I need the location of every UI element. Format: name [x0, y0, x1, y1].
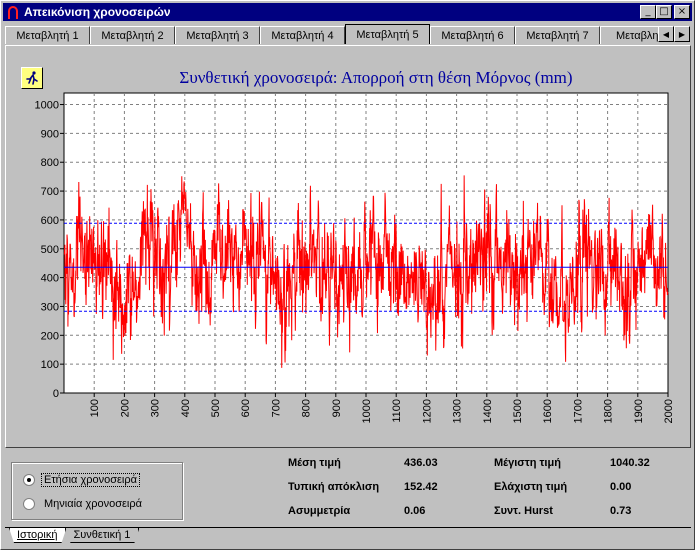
series-type-group	[11, 462, 183, 520]
tab-variable-5[interactable]: Μεταβλητή 5	[345, 24, 430, 44]
tab-variable-1[interactable]: Μεταβλητή 1	[5, 26, 90, 44]
min-label: Ελάχιστη τιμή	[494, 481, 568, 493]
sheet-tab-2[interactable]: Συνθετική 1	[65, 528, 139, 543]
mean-label: Μέση τιμή	[288, 457, 341, 469]
x-tick-label: 900	[331, 399, 343, 417]
tab-variable-3[interactable]: Μεταβλητή 3	[175, 26, 260, 44]
x-tick-label: 1500	[512, 399, 524, 423]
x-tick-label: 300	[150, 399, 162, 417]
skew-label: Ασυμμετρία	[288, 505, 351, 517]
max-label: Μέγιστη τιμή	[494, 457, 561, 469]
y-tick-label: 400	[41, 273, 59, 285]
tab-scroll-right-icon[interactable]: ▶	[674, 26, 690, 42]
series-line	[63, 175, 669, 368]
tab-variable-8[interactable]: Μεταβλητή	[600, 26, 661, 44]
sheet-tabs-divider	[5, 527, 691, 528]
y-tick-label: 200	[41, 330, 59, 342]
y-tick-label: 700	[41, 186, 59, 198]
x-tick-label: 600	[240, 399, 252, 417]
tab-variable-2[interactable]: Μεταβλητή 2	[90, 26, 175, 44]
x-tick-label: 500	[210, 399, 222, 417]
max-value: 1040.32	[610, 457, 650, 469]
min-value: 0.00	[610, 481, 632, 493]
x-tick-label: 1300	[452, 399, 464, 423]
y-tick-label: 300	[41, 301, 59, 313]
x-tick-label: 400	[180, 399, 192, 417]
x-tick-label: 1100	[391, 399, 403, 423]
x-tick-label: 1700	[572, 399, 584, 423]
skew-value: 0.06	[404, 505, 426, 517]
annual-radio-option[interactable]: Ετήσια χρονοσειρά	[23, 473, 140, 487]
x-tick-label: 1800	[603, 399, 615, 423]
hurst-value: 0.73	[610, 505, 632, 517]
variable-tabs: Μεταβλητή 1 Μεταβλητή 2 Μεταβλητή 3 Μεταβλη…	[5, 24, 661, 44]
tab-variable-6[interactable]: Μεταβλητή 6	[430, 26, 515, 44]
monthly-radio[interactable]	[23, 498, 35, 510]
hurst-label: Συντ. Hurst	[494, 505, 553, 517]
x-tick-label: 800	[301, 399, 313, 417]
y-tick-label: 500	[41, 244, 59, 256]
x-tick-label: 100	[89, 399, 101, 417]
x-tick-label: 200	[119, 399, 131, 417]
std-label: Τυπική απόκλιση	[288, 481, 380, 493]
timeseries-chart: Συνθετική χρονοσειρά: Απορροή στη θέση Μ…	[35, 68, 675, 423]
y-tick-label: 600	[41, 215, 59, 227]
y-tick-label: 100	[41, 359, 59, 371]
x-tick-label: 1600	[542, 399, 554, 423]
monthly-radio-option[interactable]: Μηνιαία χρονοσειρά	[23, 498, 142, 510]
window-title: Απεικόνιση χρονοσειρών	[24, 5, 171, 19]
x-tick-label: 1900	[633, 399, 645, 423]
run-button[interactable]	[21, 67, 43, 89]
title-bar[interactable]: Απεικόνιση χρονοσειρών _ □ ×	[3, 3, 692, 21]
sheet-tabs: Ιστορική Συνθετική 1	[9, 528, 138, 544]
x-tick-label: 1000	[361, 399, 373, 423]
std-value: 152.42	[404, 481, 438, 493]
x-tick-label: 2000	[663, 399, 675, 423]
annual-radio[interactable]	[23, 474, 35, 486]
maximize-button[interactable]: □	[656, 5, 672, 19]
tab-scroll-left-icon[interactable]: ◀	[658, 26, 674, 42]
y-tick-label: 0	[53, 388, 59, 400]
omega-icon[interactable]	[5, 4, 21, 20]
tab-variable-7[interactable]: Μεταβλητή 7	[515, 26, 600, 44]
monthly-radio-label: Μηνιαία χρονοσειρά	[44, 498, 142, 510]
y-tick-label: 900	[41, 128, 59, 140]
annual-radio-label: Ετήσια χρονοσειρά	[41, 473, 140, 487]
y-tick-label: 1000	[35, 100, 59, 112]
sheet-tab-1[interactable]: Ιστορική	[9, 528, 66, 543]
tab-variable-4[interactable]: Μεταβλητή 4	[260, 26, 345, 44]
chart-title: Συνθετική χρονοσειρά: Απορροή στη θέση Μ…	[179, 68, 572, 87]
x-tick-label: 700	[270, 399, 282, 417]
x-tick-label: 1200	[421, 399, 433, 423]
running-man-icon	[26, 71, 38, 85]
mean-value: 436.03	[404, 457, 438, 469]
y-tick-label: 800	[41, 157, 59, 169]
minimize-button[interactable]: _	[640, 5, 656, 19]
x-tick-label: 1400	[482, 399, 494, 423]
close-button[interactable]: ×	[674, 5, 690, 19]
